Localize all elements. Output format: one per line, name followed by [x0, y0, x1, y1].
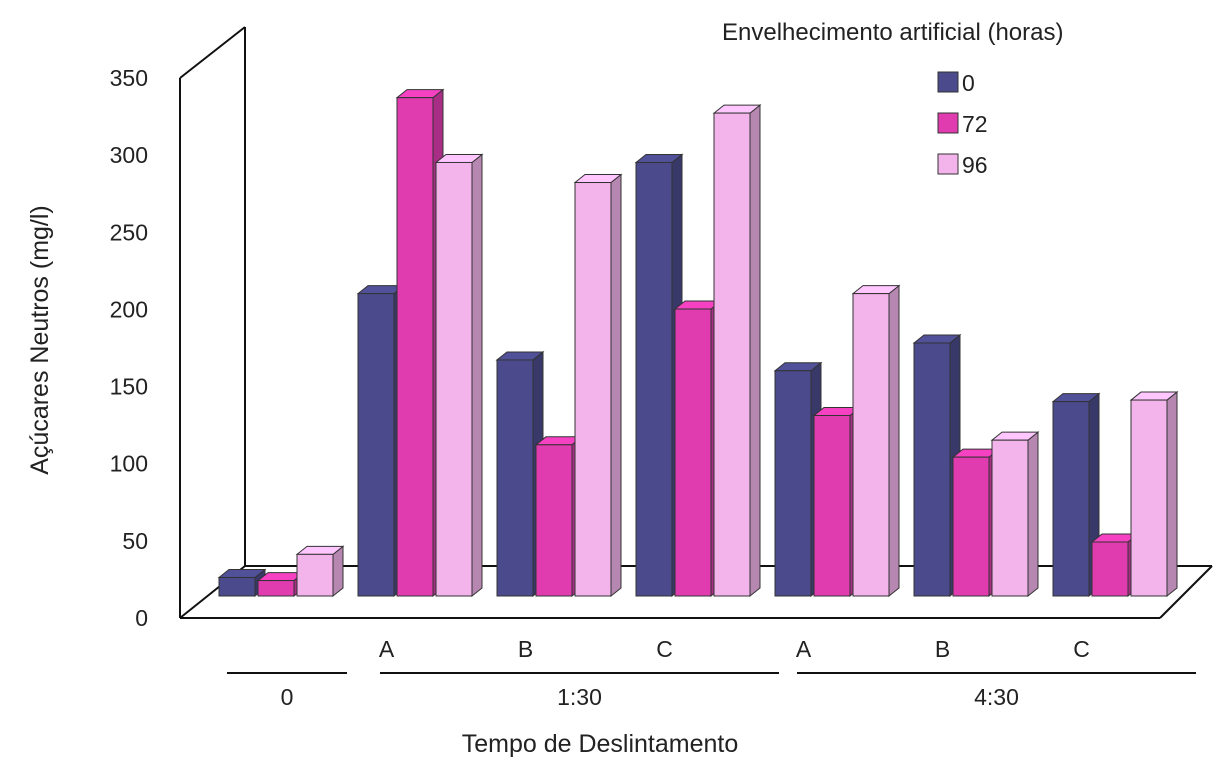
bar-front-face [774, 370, 812, 597]
bar [712, 104, 762, 598]
bar-front-face [435, 161, 473, 597]
bar [990, 431, 1040, 598]
bar [1129, 391, 1179, 598]
y-axis-title: Açúcares Neutros (mg/l) [26, 205, 54, 475]
floor-right-edge [1159, 565, 1213, 619]
y-tick-label: 350 [110, 65, 148, 91]
bar-front-face [1130, 399, 1168, 597]
category-label: B [935, 636, 950, 662]
category-label: C [1073, 636, 1090, 662]
bar-front-face [635, 161, 673, 597]
bar-front-face [952, 456, 990, 597]
bar-front-face [296, 553, 334, 597]
bar [851, 284, 901, 598]
bar-front-face [496, 359, 534, 597]
legend-label: 96 [962, 152, 988, 178]
group-labels: 0 1:30 4:30 [227, 672, 1196, 710]
bar-side-face [332, 545, 344, 598]
bar-front-face [991, 439, 1029, 597]
x-axis-title: Tempo de Deslintamento [462, 730, 739, 758]
bar [573, 173, 623, 598]
bar-front-face [257, 580, 295, 597]
bar-side-face [471, 153, 483, 598]
bar-side-face [888, 284, 900, 598]
category-label: A [796, 636, 812, 662]
bar-front-face [396, 97, 434, 597]
bar-side-face [610, 173, 622, 598]
bar-front-face [913, 342, 951, 597]
bar-front-face [535, 444, 573, 597]
bar-front-face [357, 293, 395, 597]
legend: Envelhecimento artificial (horas) 0 72 96 [722, 19, 1063, 178]
group-label: 0 [281, 684, 294, 710]
category-label: B [518, 636, 533, 662]
bar-front-face [674, 308, 712, 597]
category-label: A [379, 636, 395, 662]
legend-swatch [937, 112, 959, 134]
bar-front-face [852, 293, 890, 597]
bar-front-face [813, 414, 851, 597]
bar-front-face [574, 182, 612, 597]
y-tick-label: 100 [110, 451, 148, 477]
bar-front-face [1091, 541, 1129, 597]
bar [434, 153, 484, 598]
legend-title: Envelhecimento artificial (horas) [722, 19, 1063, 46]
y-tick-label: 200 [110, 296, 148, 322]
bar-side-face [749, 104, 761, 598]
group-label: 4:30 [974, 684, 1019, 710]
legend-label: 0 [962, 70, 975, 96]
y-axis-ticks: 0 50 100 150 200 250 300 350 [110, 65, 148, 631]
y-tick-label: 50 [122, 528, 148, 554]
legend-swatch [937, 71, 959, 93]
bar-front-face [218, 576, 256, 597]
legend-label: 72 [962, 111, 988, 137]
y-tick-label: 300 [110, 142, 148, 168]
bar [295, 545, 345, 598]
y-tick-label: 0 [135, 605, 148, 631]
legend-swatch [937, 153, 959, 175]
bar-side-face [1027, 431, 1039, 598]
y-tick-label: 250 [110, 219, 148, 245]
bar-front-face [713, 112, 751, 597]
category-label: C [656, 636, 673, 662]
bar-side-face [1166, 391, 1178, 598]
group-label: 1:30 [557, 684, 602, 710]
y-tick-label: 150 [110, 374, 148, 400]
back-wall-left-edge [179, 26, 246, 79]
bar-front-face [1052, 401, 1090, 597]
bar-series [217, 88, 1179, 598]
